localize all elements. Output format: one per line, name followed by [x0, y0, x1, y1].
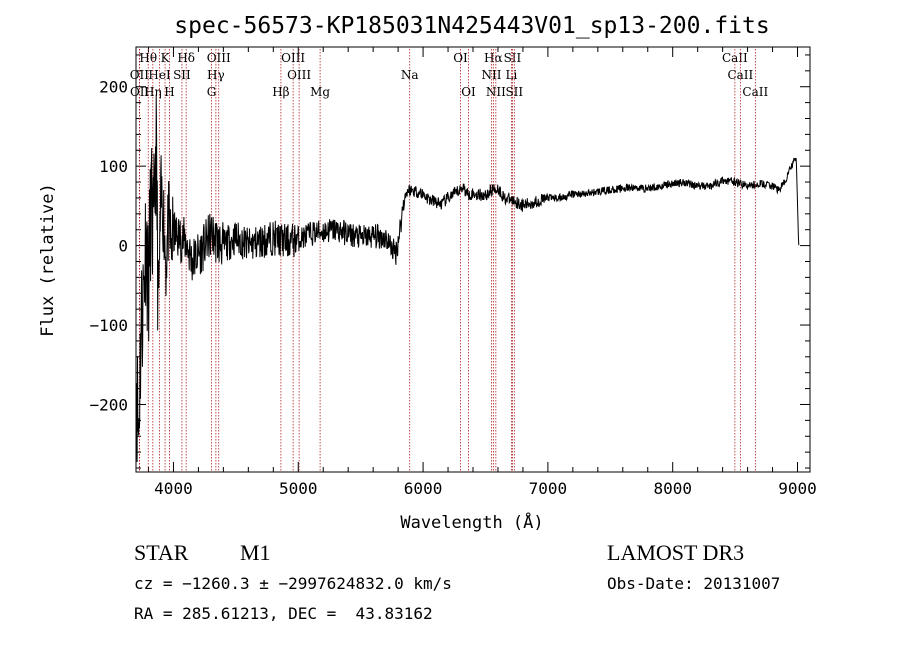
- line-marker-label: OII: [130, 85, 150, 99]
- line-marker-label: OII: [130, 68, 150, 82]
- chart-title: spec-56573-KP185031N425443V01_sp13-200.f…: [174, 13, 769, 39]
- x-tick-label: 6000: [404, 479, 443, 498]
- x-tick-label: 7000: [529, 479, 568, 498]
- line-marker-label: OIII: [207, 51, 231, 65]
- line-marker-label: H: [164, 85, 174, 99]
- line-marker-label: SII: [504, 51, 522, 65]
- line-marker-label: SII: [173, 68, 191, 82]
- redshift-velocity: cz = −1260.3 ± −2997624832.0 km/s: [134, 574, 452, 593]
- line-marker-label: OI: [461, 85, 476, 99]
- line-marker-label: OIII: [287, 68, 311, 82]
- line-marker-label: CaII: [742, 85, 768, 99]
- object-subclass: M1: [240, 540, 271, 565]
- line-marker-label: CaII: [727, 68, 753, 82]
- x-tick-label: 8000: [653, 479, 692, 498]
- x-axis-label: Wavelength (Å): [400, 511, 543, 533]
- line-marker-label: NII: [486, 85, 506, 99]
- y-axis-label: Flux (relative): [38, 183, 58, 337]
- y-tick-label: 100: [99, 157, 128, 176]
- y-tick-label: −200: [89, 395, 128, 414]
- line-marker-label: Na: [401, 68, 419, 82]
- axes: 4000 5000 6000 7000 8000 9000 −200 −100 0 100 200: [89, 47, 817, 498]
- line-marker-label: Hβ: [272, 85, 289, 99]
- line-marker-label: Hα: [484, 51, 503, 65]
- line-marker-label: HeI: [148, 68, 171, 82]
- line-marker-label: Mg: [310, 85, 330, 99]
- spectrum-line: [135, 94, 800, 463]
- line-marker-label: Hγ: [207, 68, 225, 82]
- line-marker-label: CaII: [722, 51, 748, 65]
- line-marker-label: OIII: [281, 51, 305, 65]
- line-marker-label: Hθ: [139, 51, 157, 65]
- line-marker-label: Hη: [144, 85, 162, 99]
- plot-border: [135, 46, 811, 473]
- line-marker-label: Li: [506, 68, 518, 82]
- survey-name: LAMOST DR3: [607, 540, 745, 565]
- line-marker-label: OI: [453, 51, 468, 65]
- line-marker-label: SII: [505, 85, 523, 99]
- plot-frame: [135, 46, 811, 473]
- spectrum-group: [135, 94, 800, 463]
- y-tick-label: 200: [99, 78, 128, 97]
- x-tick-label: 4000: [154, 479, 193, 498]
- y-tick-label: 0: [118, 237, 128, 256]
- observation-date: Obs-Date: 20131007: [607, 574, 781, 593]
- line-marker-label: NII: [481, 68, 501, 82]
- x-tick-label: 5000: [279, 479, 318, 498]
- object-class: STAR: [134, 540, 189, 565]
- x-tick-label: 9000: [778, 479, 817, 498]
- coordinates: RA = 285.61213, DEC = 43.83162: [134, 604, 433, 623]
- line-marker-label: G: [207, 85, 217, 99]
- y-tick-label: −100: [89, 316, 128, 335]
- line-marker-label: K: [161, 51, 171, 65]
- line-marker-label: Hδ: [177, 51, 195, 65]
